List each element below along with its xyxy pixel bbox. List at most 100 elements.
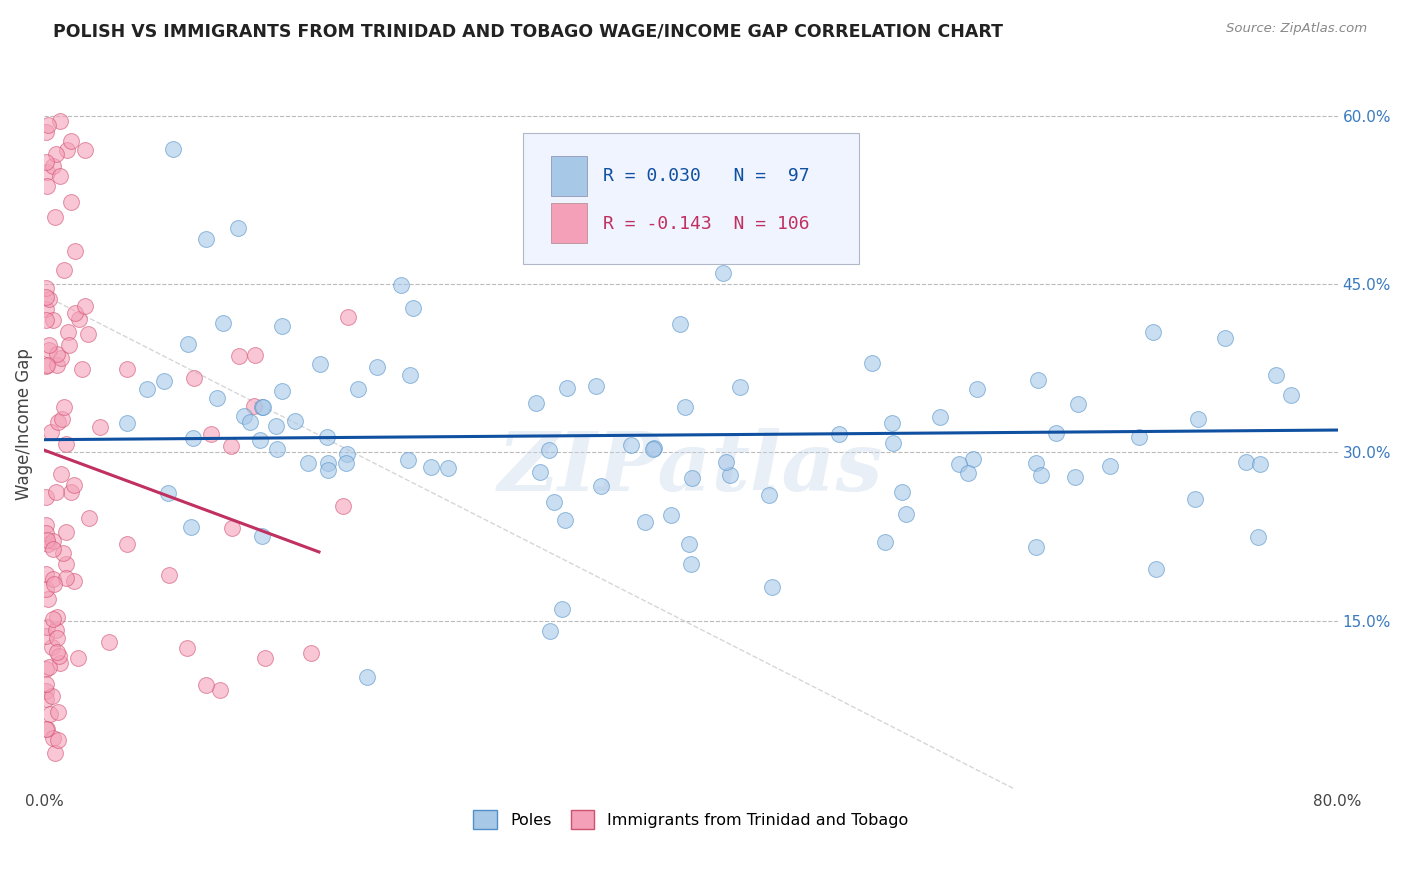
Point (58, 337, 80, 351)
Point (177, 337, 200, 351)
Point (183, 371, 205, 385)
Point (49, 169, 72, 183)
Point (828, 426, 851, 441)
Point (55, 558, 77, 572)
Point (659, 508, 682, 522)
Point (38, 343, 60, 358)
Point (585, 379, 607, 393)
Point (550, 602, 572, 616)
Point (51, 351, 73, 365)
Point (252, 529, 274, 543)
Text: Source: ZipAtlas.com: Source: ZipAtlas.com (1226, 22, 1367, 36)
Point (152, 374, 174, 388)
Point (63, 574, 86, 588)
Point (882, 435, 904, 450)
Point (45, 623, 67, 637)
Point (634, 515, 657, 529)
Point (1144, 562, 1167, 576)
Point (35, 722, 58, 736)
Point (35, 722, 58, 736)
Point (419, 460, 441, 475)
Point (1099, 459, 1122, 474)
Point (35, 629, 58, 643)
Point (38, 293, 60, 307)
Text: POLISH VS IMMIGRANTS FROM TRINIDAD AND TOBAGO WAGE/INCOME GAP CORRELATION CHART: POLISH VS IMMIGRANTS FROM TRINIDAD AND T… (53, 22, 1004, 40)
Point (73, 143, 96, 157)
Point (46, 347, 69, 361)
Point (48, 649, 70, 664)
Point (299, 646, 322, 660)
FancyBboxPatch shape (551, 156, 588, 196)
Point (65, 244, 87, 259)
Point (316, 456, 339, 470)
Point (35, 281, 58, 295)
Point (212, 316, 235, 330)
Point (60, 134, 83, 148)
Text: ZIPatlas: ZIPatlas (498, 428, 883, 508)
Point (46, 416, 69, 430)
Point (1234, 455, 1257, 469)
Point (233, 409, 256, 423)
Point (35, 125, 58, 139)
Point (44, 746, 66, 760)
Point (271, 318, 294, 333)
Point (402, 301, 425, 315)
Point (297, 456, 319, 470)
Point (35, 662, 58, 676)
Point (37, 537, 59, 551)
Point (1247, 530, 1270, 544)
Point (60, 195, 83, 210)
Point (252, 400, 274, 414)
Point (537, 442, 560, 457)
Point (35, 302, 58, 317)
Point (41, 313, 63, 327)
Point (1279, 388, 1302, 402)
Point (75, 299, 97, 313)
Point (249, 433, 271, 447)
Point (35, 567, 58, 582)
Point (956, 466, 979, 480)
Point (45, 146, 67, 161)
Point (347, 382, 370, 396)
Point (1067, 397, 1090, 411)
Point (115, 416, 138, 430)
Point (679, 558, 702, 572)
Point (35, 619, 58, 633)
Point (208, 682, 231, 697)
Point (176, 640, 198, 655)
Point (42, 731, 65, 745)
Point (678, 537, 700, 551)
Text: R = -0.143  N = 106: R = -0.143 N = 106 (603, 215, 810, 233)
Point (35, 290, 58, 304)
Point (1045, 425, 1067, 440)
Point (336, 447, 359, 461)
Point (711, 266, 734, 280)
Point (48, 114, 70, 128)
Point (67, 312, 90, 326)
Point (44, 577, 66, 591)
Point (38, 337, 60, 351)
Point (554, 513, 576, 527)
Point (366, 359, 388, 374)
Point (39, 425, 62, 439)
Point (35, 533, 58, 547)
Point (761, 580, 783, 594)
Point (1142, 326, 1164, 340)
Point (46, 705, 69, 719)
Point (1265, 368, 1288, 383)
Point (45, 610, 67, 624)
Point (115, 361, 138, 376)
Point (896, 508, 918, 522)
Point (437, 461, 460, 475)
Point (37, 118, 59, 132)
Point (35, 677, 58, 691)
Point (162, 142, 184, 156)
Point (962, 452, 984, 467)
Point (66, 651, 89, 665)
Point (524, 396, 547, 410)
Point (245, 348, 267, 362)
Point (1128, 430, 1150, 444)
Point (332, 500, 354, 514)
Point (41, 542, 63, 557)
Point (271, 384, 294, 399)
